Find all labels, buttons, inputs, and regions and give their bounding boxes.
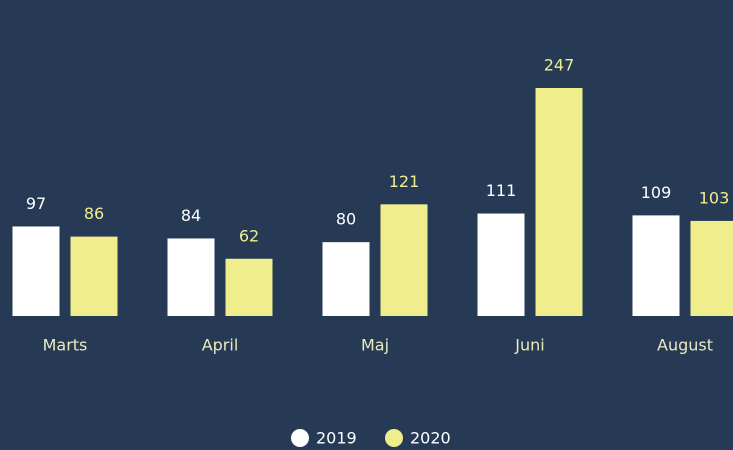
bar [632, 215, 680, 316]
value-label: 62 [239, 226, 259, 245]
bar [167, 238, 215, 316]
value-label: 111 [486, 181, 517, 200]
legend-swatch [385, 429, 403, 447]
value-label: 109 [641, 183, 672, 202]
x-tick-label: Maj [361, 336, 389, 355]
value-label: 84 [181, 206, 201, 225]
value-label: 86 [84, 204, 104, 223]
x-tick-label: April [202, 336, 239, 355]
value-label: 97 [26, 194, 46, 213]
value-label: 80 [336, 210, 356, 229]
bar [12, 226, 60, 316]
legend-label: 2020 [410, 429, 451, 448]
bar [535, 88, 583, 316]
bar [322, 242, 370, 316]
x-tick-label: August [657, 336, 713, 355]
bar [477, 213, 525, 316]
legend-label: 2019 [316, 429, 357, 448]
bar [380, 204, 428, 316]
x-tick-label: Marts [43, 336, 88, 355]
bar [225, 258, 273, 316]
bar [690, 220, 733, 316]
bar [70, 236, 118, 316]
x-tick-label: Juni [514, 336, 544, 355]
value-label: 103 [699, 188, 730, 207]
legend-swatch [291, 429, 309, 447]
value-label: 121 [389, 172, 420, 191]
value-label: 247 [544, 56, 575, 75]
